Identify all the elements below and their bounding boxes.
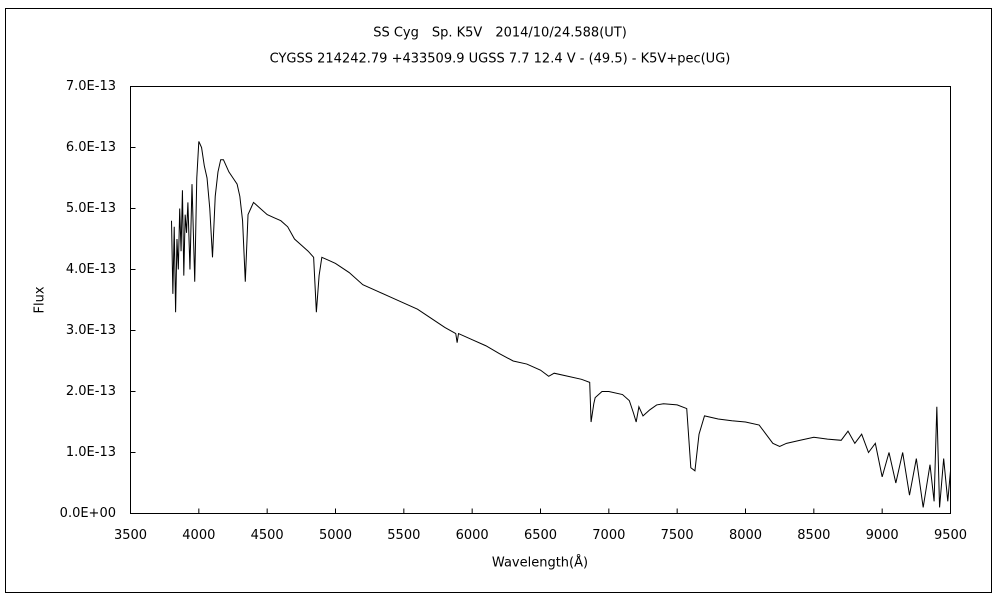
x-tick-label: 3500	[114, 528, 147, 543]
y-tick-label: 0.0E+00	[60, 506, 116, 521]
frame	[5, 8, 992, 593]
y-tick-label: 1.0E-13	[66, 445, 116, 460]
x-tick-label: 7500	[661, 528, 694, 543]
x-axis-label: Wavelength(Å)	[492, 555, 588, 571]
y-tick-label: 7.0E-13	[66, 79, 116, 94]
chart-title: SS Cyg Sp. K5V 2014/10/24.588(UT)	[373, 26, 627, 41]
x-tick-label: 5000	[319, 528, 352, 543]
spectrum-line	[171, 141, 951, 508]
y-tick-label: 6.0E-13	[66, 140, 116, 155]
y-tick-label: 3.0E-13	[66, 323, 116, 338]
x-tick-label: 9500	[934, 528, 967, 543]
y-tick-label: 4.0E-13	[66, 262, 116, 277]
x-tick-label: 6500	[524, 528, 557, 543]
x-tick-label: 8500	[797, 528, 830, 543]
x-tick-label: 6000	[456, 528, 489, 543]
x-tick-label: 5500	[387, 528, 420, 543]
x-tick-label: 7000	[592, 528, 625, 543]
x-tick-label: 8000	[729, 528, 762, 543]
x-tick-label: 9000	[866, 528, 899, 543]
x-tick-label: 4000	[182, 528, 215, 543]
chart-subtitle: CYGSS 214242.79 +433509.9 UGSS 7.7 12.4 …	[270, 52, 731, 67]
y-tick-label: 2.0E-13	[66, 384, 116, 399]
y-tick-label: 5.0E-13	[66, 201, 116, 216]
x-tick-label: 4500	[251, 528, 284, 543]
y-axis-label: Flux	[33, 286, 48, 313]
